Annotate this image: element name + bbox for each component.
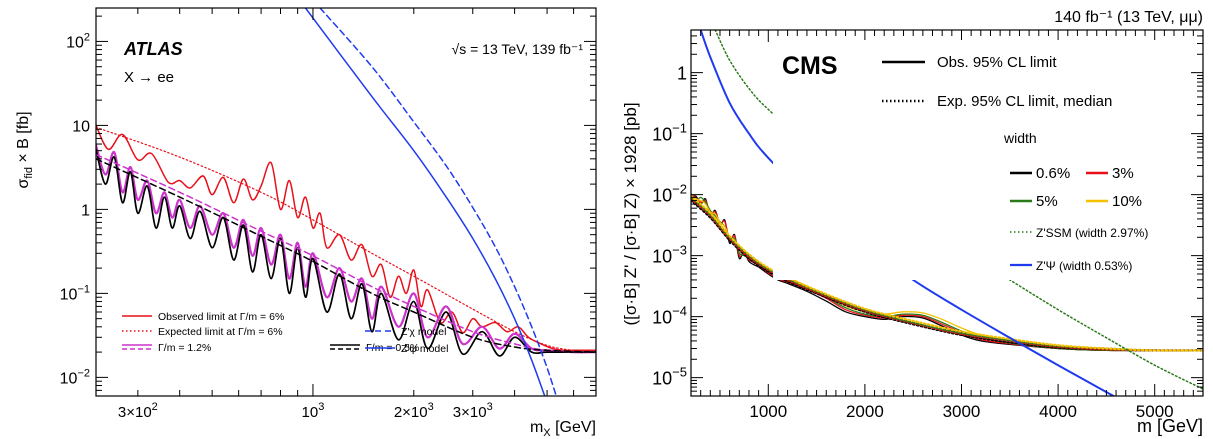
atlas-x-tick-label: 103 (302, 401, 325, 421)
atlas-legend-label-2: Γ/m = 1.2% (158, 342, 211, 354)
cms-x-tick-label: 1000 (749, 402, 787, 421)
atlas-legend-label-0: Observed limit at Γ/m = 6% (158, 311, 284, 323)
cms-legend-width-heading: width (1003, 130, 1037, 146)
cms-y-tick-label: 10−5 (652, 365, 687, 389)
atlas-series-z-model (304, 8, 546, 396)
atlas-plot-frame (95, 7, 597, 397)
cms-legend-model-label-0: Z'SSM (width 2.97%) (1036, 226, 1148, 240)
cms-y-tick-label: 10−4 (652, 304, 687, 328)
atlas-series-expected-limit-at-m-6 (96, 126, 596, 352)
cms-x-tick-label: 4000 (1039, 402, 1077, 421)
atlas-y-axis-title: σfid × B [fb] (15, 111, 35, 188)
atlas-x-axis-title: mX [GeV] (530, 419, 596, 439)
cms-x-tick-label: 3000 (943, 402, 981, 421)
atlas-legend: Observed limit at Γ/m = 6% Expected limit… (122, 311, 448, 355)
cms-series-obs-0-6 (691, 195, 1203, 352)
atlas-legend-label-1: Expected limit at Γ/m = 6% (158, 326, 283, 338)
cms-x-axis-title: m [GeV] (1137, 416, 1203, 436)
cms-y-tick-label: 10−3 (652, 243, 687, 267)
cms-legend-width-label-0: 0.6% (1036, 165, 1070, 182)
cms-legend-exp-label: Exp. 95% CL limit, median (937, 93, 1112, 110)
cms-legend-width-label-2: 5% (1036, 193, 1058, 210)
atlas-x-tick-label: 3×102 (118, 401, 158, 421)
atlas-x-tick-label: 2×103 (394, 401, 434, 421)
atlas-legend-label-4: Z'χ model (401, 326, 446, 338)
atlas-y-tick-label: 1 (81, 202, 90, 219)
cms-lumi-label: 140 fb⁻¹ (13 TeV, μμ) (1054, 9, 1203, 26)
cms-legend: Obs. 95% CL limit Exp. 95% CL limit, medi… (882, 54, 1148, 273)
atlas-y-tick-label: 10 (72, 118, 90, 135)
cms-x-tick-label: 5000 (1136, 402, 1174, 421)
atlas-series-z-model (319, 8, 558, 396)
cms-legend-obs-label: Obs. 95% CL limit (937, 54, 1057, 71)
cms-experiment-label: CMS (782, 52, 838, 80)
atlas-chart-panel: 3×102 103 2×103 3×103 10−2 10−1 1 10 102 ATLAS X… (15, 7, 597, 439)
atlas-energy-lumi-label: √s = 13 TeV, 139 fb⁻¹ (452, 41, 584, 57)
cms-chart-panel: 1000 2000 3000 4000 5000 10−5 10−4 10−3 10−2 10−1… (621, 9, 1204, 436)
atlas-y-tick-label: 10−1 (60, 283, 90, 303)
cms-plot-frame (690, 29, 1204, 397)
atlas-y-tick-label: 102 (66, 31, 90, 51)
cms-y-tick-label: 10−1 (652, 121, 687, 145)
cms-legend-width-label-1: 3% (1112, 165, 1134, 182)
cms-series-exp-10 (691, 194, 1203, 352)
atlas-series-m-0-5 (96, 148, 596, 357)
atlas-legend-label-5: Z'ψ model (401, 343, 448, 355)
atlas-experiment-label: ATLAS (123, 39, 183, 59)
cms-legend-model-label-1: Z'Ψ (width 0.53%) (1036, 259, 1132, 273)
atlas-series-observed-limit-at-m-6 (96, 124, 596, 352)
cms-y-tick-label: 1 (677, 64, 687, 84)
atlas-x-tick-label: 3×103 (453, 401, 493, 421)
cms-series-z-ssm-width-2-97 (714, 30, 1203, 390)
cms-x-tick-label: 2000 (846, 402, 884, 421)
atlas-process-label: X → ee (124, 69, 174, 86)
cms-legend-width-label-3: 10% (1112, 193, 1142, 210)
cms-series-obs-3 (691, 193, 1203, 352)
atlas-series-m-1-2 (96, 144, 596, 354)
cms-y-tick-label: 10−2 (652, 182, 687, 206)
cms-y-axis-title: ([σ·B] Z' / [σ·B] Z) × 1928 [pb] (621, 102, 640, 325)
cms-legend-background (773, 40, 1173, 280)
atlas-y-tick-label: 10−2 (60, 367, 90, 387)
